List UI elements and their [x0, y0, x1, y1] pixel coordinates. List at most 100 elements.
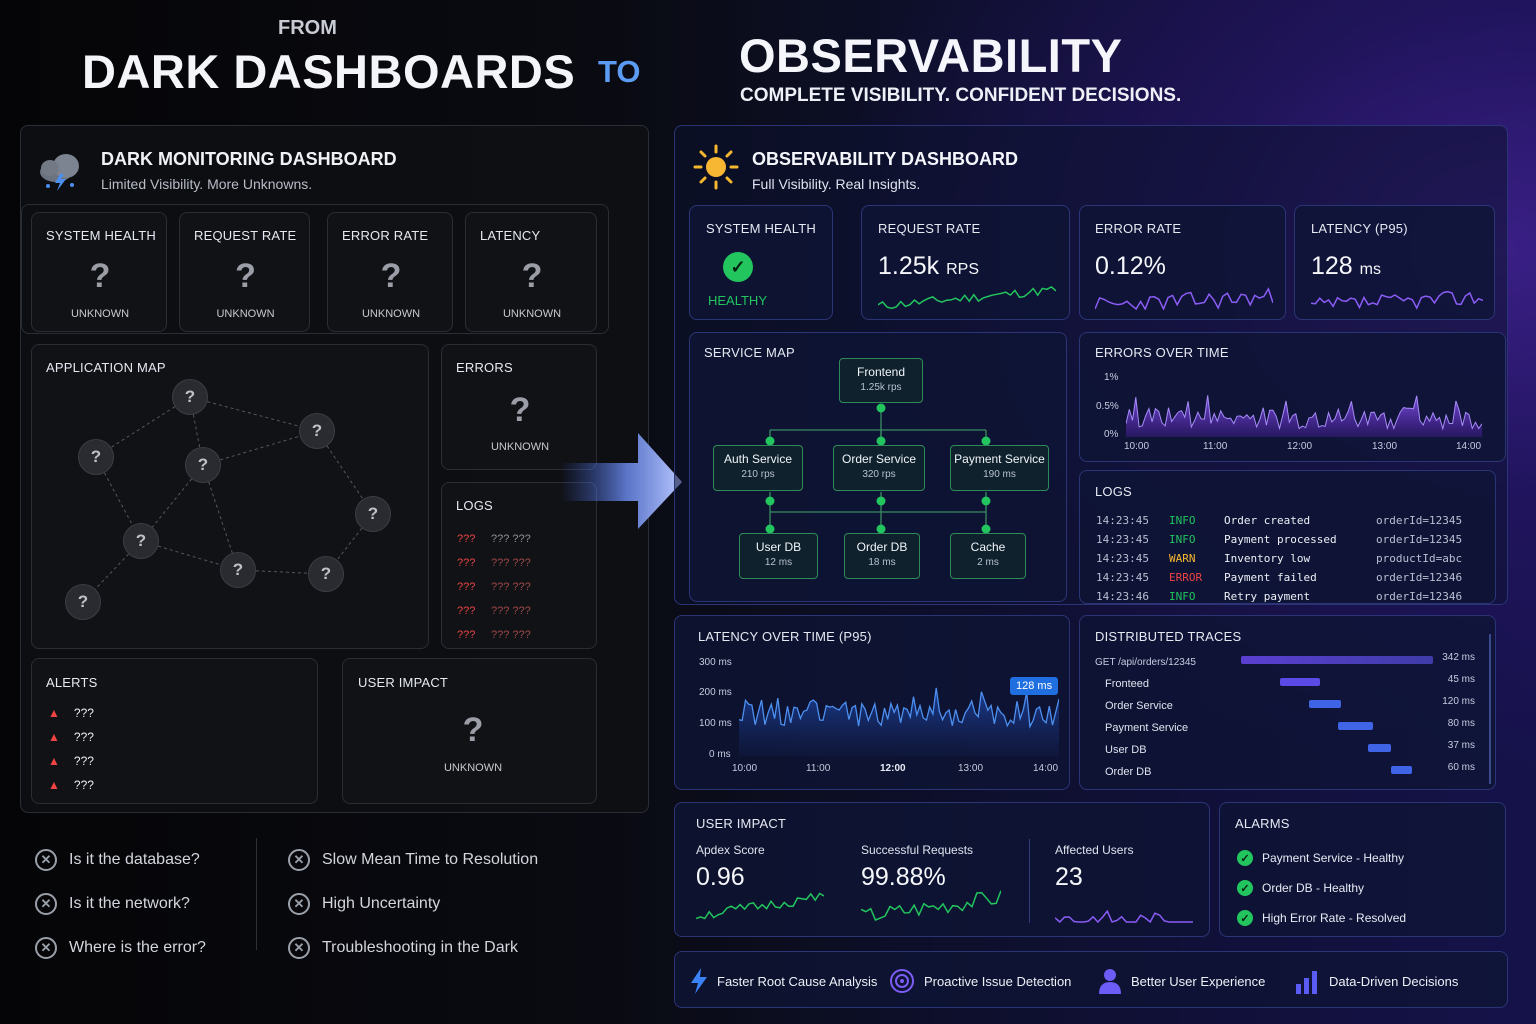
log-row[interactable]: 14:23:45 WARN Inventory low productId=abc — [1096, 552, 1463, 565]
from-label: FROM — [278, 17, 337, 39]
benefit-item: Better User Experience — [1098, 968, 1265, 994]
trace-row[interactable]: User DB 37 ms — [1105, 740, 1475, 756]
obs-kpi-error-rate: ERROR RATE 0.12% — [1079, 205, 1286, 320]
dark-errors-panel: ERRORS ? UNKNOWN — [441, 344, 597, 470]
panel-label: ERRORS OVER TIME — [1095, 345, 1229, 360]
trace-row[interactable]: Payment Service 80 ms — [1105, 718, 1475, 734]
warning-icon: ▲ — [48, 778, 60, 792]
trace-row[interactable]: Order Service 120 ms — [1105, 696, 1475, 712]
dark-log-list: ?????? ??? ?????? ??? ?????? ??? ?????? … — [457, 527, 531, 647]
x-circle-icon: ✕ — [288, 849, 310, 871]
pain-item: ✕ High Uncertainty — [288, 882, 538, 926]
transition-arrow-icon — [560, 433, 682, 529]
log-row[interactable]: 14:23:46 INFO Retry payment orderId=12346 — [1096, 590, 1463, 603]
x-tick: 12:00 — [880, 763, 906, 774]
metric-label: Affected Users — [1055, 843, 1134, 857]
trace-rows: GET /api/orders/12345 342 ms Fronteed 45 m… — [1095, 652, 1485, 784]
trace-bar — [1280, 678, 1320, 686]
trace-row[interactable]: Order DB 60 ms — [1105, 762, 1475, 778]
unknown-status: UNKNOWN — [490, 441, 550, 453]
unknown-node: ? — [172, 379, 208, 415]
trace-bar — [1241, 656, 1433, 664]
unknown-node: ? — [220, 552, 256, 588]
panel-label: SERVICE MAP — [704, 345, 795, 360]
x-tick: 13:00 — [958, 763, 984, 774]
y-tick: 0.5% — [1096, 401, 1119, 412]
metric-value: 0.96 — [696, 863, 745, 891]
service-node-auth[interactable]: Auth Service 210 rps — [713, 445, 803, 491]
unknown-status: UNKNOWN — [502, 308, 562, 320]
kpi-label: LATENCY (P95) — [1311, 221, 1408, 236]
benefit-item: Data-Driven Decisions — [1295, 968, 1458, 994]
trace-row[interactable]: Fronteed 45 ms — [1105, 674, 1475, 690]
service-node-payment[interactable]: Payment Service 190 ms — [950, 445, 1049, 491]
service-node-user-db[interactable]: User DB 12 ms — [739, 533, 818, 579]
dark-logs-panel: LOGS ?????? ??? ?????? ??? ?????? ??? ??… — [441, 482, 597, 649]
trace-row[interactable]: GET /api/orders/12345 342 ms — [1095, 652, 1475, 668]
lightning-icon — [691, 968, 707, 994]
alarm-item[interactable]: ✓ Payment Service - Healthy — [1237, 843, 1406, 873]
latency-area-chart — [739, 687, 1059, 756]
pain-item: ✕ Is it the network? — [35, 882, 206, 926]
unknown-value: ? — [235, 257, 256, 295]
panel-label: LOGS — [1095, 484, 1132, 499]
panel-label: ERRORS — [456, 360, 513, 375]
pain-item: ✕ Is it the database? — [35, 838, 206, 882]
storm-cloud-icon — [40, 154, 79, 191]
panel-label: USER IMPACT — [696, 816, 787, 831]
panel-label: LATENCY OVER TIME (P95) — [698, 629, 872, 644]
log-row[interactable]: 14:23:45 INFO Payment processed orderId=123… — [1096, 533, 1463, 546]
kpi-label: SYSTEM HEALTH — [46, 228, 156, 243]
dark-kpi-system-health: SYSTEM HEALTH ? UNKNOWN — [31, 212, 167, 332]
request-rate-sparkline — [878, 285, 1056, 310]
unknown-status: UNKNOWN — [361, 308, 421, 320]
pain-item: ✕ Troubleshooting in the Dark — [288, 926, 538, 970]
alarm-item[interactable]: ✓ High Error Rate - Resolved — [1237, 903, 1406, 933]
traces-scrollbar[interactable] — [1489, 634, 1491, 784]
service-map-edges — [765, 403, 991, 534]
log-row: ?????? ??? — [457, 605, 531, 617]
service-node-frontend[interactable]: Frontend 1.25k rps — [839, 358, 923, 403]
warning-icon: ▲ — [48, 730, 60, 744]
log-row: ?????? ??? — [457, 629, 531, 641]
obs-kpi-latency: LATENCY (P95) 128 ms — [1294, 205, 1495, 320]
warning-icon: ▲ — [48, 754, 60, 768]
pain-list-right: ✕ Slow Mean Time to Resolution ✕ High Unce… — [288, 838, 538, 970]
dark-kpi-error-rate: ERROR RATE ? UNKNOWN — [327, 212, 453, 332]
dark-subtitle: Limited Visibility. More Unknowns. — [101, 176, 313, 192]
pain-item: ✕ Slow Mean Time to Resolution — [288, 838, 538, 882]
unknown-node: ? — [78, 439, 114, 475]
unknown-value: ? — [89, 257, 111, 295]
alert-list: ▲??? ▲??? ▲??? ▲??? — [48, 701, 94, 797]
service-node-order[interactable]: Order Service 320 rps — [833, 445, 925, 491]
log-row[interactable]: 14:23:45 INFO Order created orderId=12345 — [1096, 514, 1463, 527]
dark-kpi-latency: LATENCY ? UNKNOWN — [465, 212, 597, 332]
log-row[interactable]: 14:23:45 ERROR Payment failed orderId=12346 — [1096, 571, 1463, 584]
panel-label: ALARMS — [1235, 816, 1290, 831]
kpi-label: SYSTEM HEALTH — [706, 221, 816, 236]
alarm-item[interactable]: ✓ Order DB - Healthy — [1237, 873, 1406, 903]
metric-value: 99.88% — [861, 863, 946, 891]
pain-item: ✕ Where is the error? — [35, 926, 206, 970]
kpi-value: 0.12% — [1095, 252, 1166, 280]
kpi-label: REQUEST RATE — [878, 221, 981, 236]
unknown-status: UNKNOWN — [216, 308, 275, 320]
y-tick: 300 ms — [699, 657, 732, 668]
x-tick: 14:00 — [1456, 441, 1482, 452]
unknown-node: ? — [299, 413, 335, 449]
errors-area-chart — [1126, 395, 1482, 437]
obs-latency-over-time: LATENCY OVER TIME (P95) 300 ms 200 ms 10… — [674, 615, 1070, 790]
right-subtitle: COMPLETE VISIBILITY. CONFIDENT DECISIONS… — [740, 85, 1182, 106]
alert-item: ▲??? — [48, 730, 94, 744]
obs-user-impact-panel: USER IMPACT Apdex Score 0.96 Successful … — [674, 802, 1210, 937]
kpi-label: ERROR RATE — [342, 228, 429, 243]
service-node-cache[interactable]: Cache 2 ms — [950, 533, 1026, 579]
dark-user-impact-panel: USER IMPACT ? UNKNOWN — [342, 658, 597, 804]
unknown-status: UNKNOWN — [70, 308, 130, 320]
kpi-label: ERROR RATE — [1095, 221, 1182, 236]
obs-log-list: 14:23:45 INFO Order created orderId=12345 1… — [1096, 511, 1462, 606]
success-sparkline — [861, 890, 1001, 921]
trace-bar — [1338, 722, 1373, 730]
service-node-order-db[interactable]: Order DB 18 ms — [844, 533, 920, 579]
x-tick: 13:00 — [1372, 441, 1398, 452]
